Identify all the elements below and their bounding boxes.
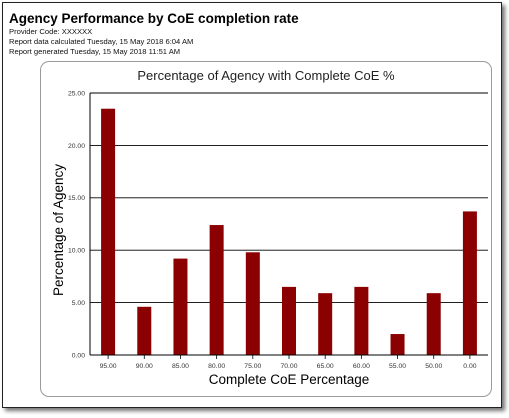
y-tick-label: 20.00: [68, 143, 85, 150]
y-tick-label: 5.00: [72, 300, 85, 307]
x-tick-label: 95.00: [100, 363, 117, 370]
x-tick-label: 75.00: [244, 363, 261, 370]
y-tick-label: 15.00: [68, 195, 85, 202]
y-tick-labels: 0.00 5.00 10.00 15.00 20.00 25.00: [68, 90, 85, 359]
bar: [209, 225, 224, 355]
report-calculated-date: Report data calculated Tuesday, 15 May 2…: [9, 37, 194, 46]
bar-chart: Percentage of Agency with Complete CoE %…: [51, 68, 488, 387]
x-tick-label: 50.00: [425, 363, 442, 370]
x-tick-label: 65.00: [317, 363, 334, 370]
bar: [390, 334, 405, 355]
y-tick-label: 0.00: [72, 352, 85, 359]
bars: [101, 108, 477, 355]
report-title: Agency Performance by CoE completion rat…: [9, 11, 299, 26]
chart-card: Percentage of Agency with Complete CoE %…: [40, 61, 492, 397]
bar: [245, 252, 260, 355]
y-axis-label: Percentage of Agency: [51, 164, 66, 296]
bar: [318, 293, 333, 355]
bar: [282, 286, 296, 355]
y-tick-label: 25.00: [68, 90, 85, 97]
x-tick-label: 80.00: [208, 363, 225, 370]
x-tick-label: 60.00: [353, 363, 370, 370]
bar: [462, 211, 477, 355]
provider-code: Provider Code: XXXXXX: [9, 27, 93, 36]
x-axis-label: Complete CoE Percentage: [209, 372, 370, 387]
x-tick-label: 85.00: [172, 363, 189, 370]
bar: [354, 286, 369, 355]
report-generated-date: Report generated Tuesday, 15 May 2018 11…: [9, 47, 181, 56]
bar: [137, 306, 152, 355]
gridlines: [90, 92, 488, 304]
bar: [426, 293, 441, 355]
x-tick-label: 0.00: [463, 363, 476, 370]
x-tick-labels: 95.00 90.00 85.00 80.00 75.00 70.00 65.00 60.00…: [100, 355, 477, 370]
x-tick-label: 70.00: [280, 363, 297, 370]
bar: [173, 258, 188, 355]
y-tick-label: 10.00: [68, 248, 85, 255]
bar: [101, 108, 116, 355]
x-tick-label: 90.00: [136, 363, 153, 370]
chart-title: Percentage of Agency with Complete CoE %: [137, 68, 395, 83]
report-header: Agency Performance by CoE completion rat…: [9, 11, 299, 57]
x-tick-label: 55.00: [389, 363, 406, 370]
